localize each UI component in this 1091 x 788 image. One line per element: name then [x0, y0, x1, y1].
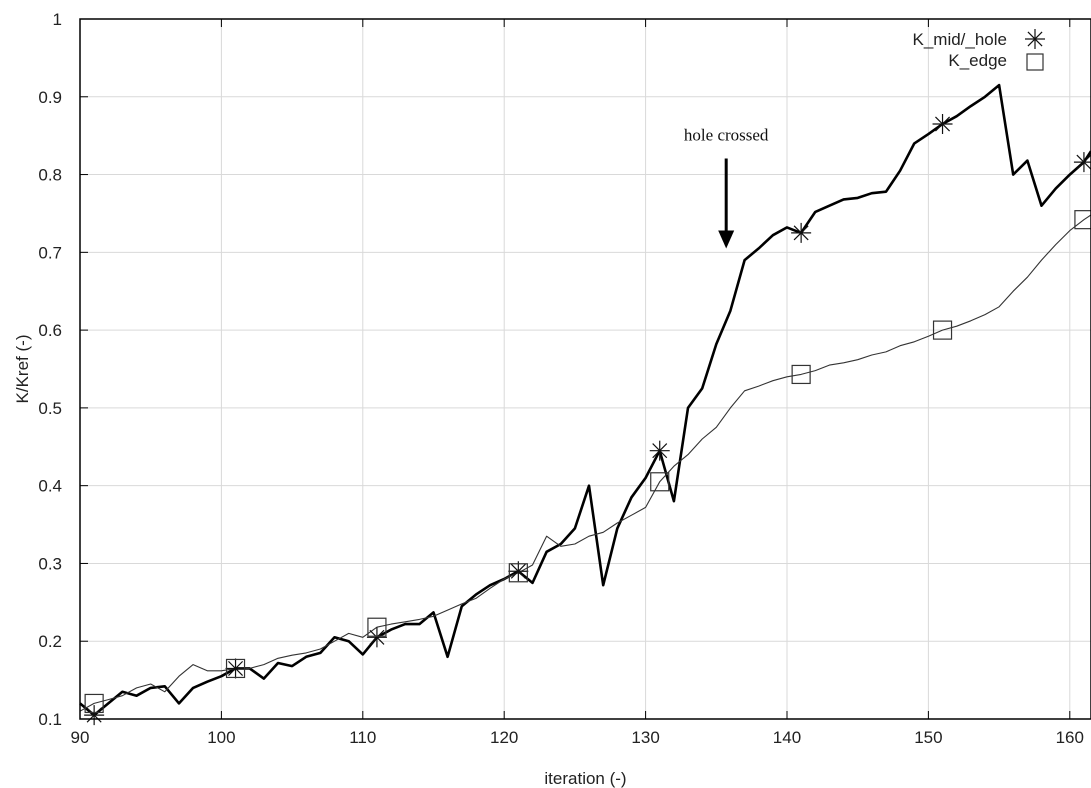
annotation-arrowhead: [718, 230, 735, 249]
asterisk-marker: [84, 705, 105, 726]
legend-square: [1026, 53, 1044, 71]
series-line-1: [79, 214, 1091, 712]
x-axis-label: iteration (-): [544, 769, 626, 788]
x-tick-label: 130: [631, 728, 659, 747]
square-marker: [225, 658, 246, 679]
square-marker: [932, 320, 953, 340]
y-tick-label: 0.1: [38, 710, 62, 729]
square-marker: [367, 617, 387, 637]
y-axis-label: K/Kref (-): [13, 335, 32, 404]
y-tick-label: 0.9: [38, 88, 62, 107]
legend-entry-k-mid-hole: K_mid/_hole: [912, 30, 1007, 49]
x-tick-label: 140: [773, 728, 801, 747]
x-tick-label: 120: [490, 728, 518, 747]
square-marker: [1074, 210, 1091, 230]
y-tick-label: 0.4: [38, 477, 62, 496]
series-line-0: [79, 83, 1091, 717]
series-markers: [84, 114, 1091, 726]
series-lines: [79, 83, 1091, 717]
square-marker: [84, 693, 104, 714]
y-tick-label: 0.5: [38, 399, 62, 418]
square-marker: [791, 364, 811, 385]
legend-entry-k-edge: K_edge: [948, 51, 1007, 70]
asterisk-marker: [225, 658, 246, 679]
x-tick-label: 90: [71, 728, 90, 747]
y-tick-label: 0.2: [38, 632, 62, 651]
y-tick-label: 0.8: [38, 166, 62, 185]
x-tick-label: 110: [349, 728, 376, 747]
legend-asterisk: [1025, 29, 1045, 49]
x-tick-label: 160: [1056, 728, 1084, 747]
asterisk-marker: [932, 114, 953, 134]
square-marker: [508, 563, 528, 583]
y-tick-label: 0.7: [38, 243, 62, 262]
y-tick-label: 0.3: [38, 554, 62, 573]
y-tick-label: 1: [53, 10, 62, 29]
asterisk-marker: [649, 440, 670, 461]
asterisk-marker: [791, 222, 812, 243]
y-tick-label: 0.6: [38, 321, 62, 340]
plot-frame: [79, 18, 1091, 720]
x-tick-label: 150: [914, 728, 942, 747]
x-tick-label: 100: [207, 728, 235, 747]
square-marker: [650, 472, 670, 492]
asterisk-marker: [508, 561, 529, 582]
axis-ticks: 90 100 110 120 130 140 150 160 0.1 0.2 0.3 0.4 0.5 0.…: [38, 10, 1084, 747]
asterisk-marker: [366, 627, 387, 648]
legend: K_mid/_hole K_edge: [912, 29, 1045, 71]
legend-asterisk-marker: [1025, 29, 1045, 49]
annotation: hole crossed: [684, 125, 769, 249]
annotation-hole-crossed: hole crossed: [684, 125, 769, 144]
legend-square-marker: [1026, 53, 1044, 71]
